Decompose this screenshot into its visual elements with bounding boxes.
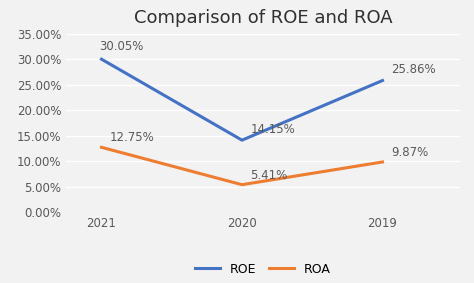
ROA [99,145,104,149]
Line: ROA: ROA [101,147,383,185]
Text: 5.41%: 5.41% [250,169,288,182]
Text: 14.15%: 14.15% [250,123,295,136]
Text: 12.75%: 12.75% [110,131,155,144]
Text: 30.05%: 30.05% [99,40,143,53]
Line: ROE: ROE [101,59,383,140]
ROA [239,183,245,186]
ROE [99,57,104,61]
Text: 9.87%: 9.87% [391,146,428,159]
ROE [380,79,385,82]
Title: Comparison of ROE and ROA: Comparison of ROE and ROA [134,9,392,27]
ROE [239,138,245,142]
Legend: ROE, ROA: ROE, ROA [190,258,336,281]
Text: 25.86%: 25.86% [391,63,436,76]
ROA [380,160,385,164]
